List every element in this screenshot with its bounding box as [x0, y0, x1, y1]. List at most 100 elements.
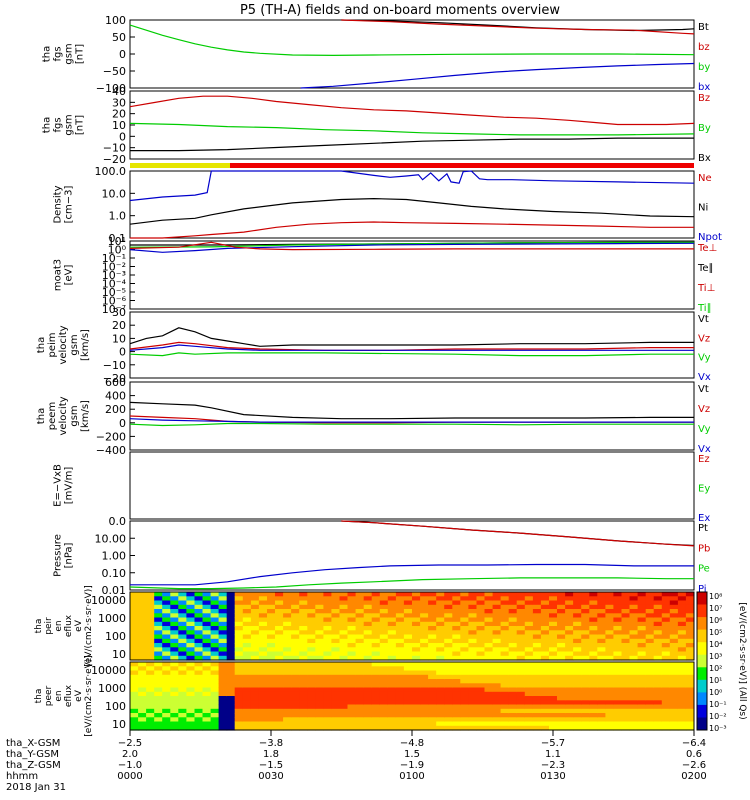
series-line	[129, 170, 695, 202]
spectrogram-cell	[532, 721, 542, 727]
spectrogram-cell	[283, 704, 292, 710]
spectrogram-cell	[355, 647, 365, 653]
spectrogram-cell	[420, 691, 429, 697]
spectrogram-cell	[162, 704, 171, 710]
spectrogram-cell	[573, 638, 582, 644]
spectrogram-cell	[637, 621, 647, 627]
legend-entry: Vx	[698, 372, 711, 383]
spectrogram-cell	[581, 679, 590, 684]
spectrogram-cell	[629, 634, 639, 640]
y-axis-label: tha peir en eflux eV [eV/(cm2·s·sr·eV)]	[34, 585, 94, 667]
spectrogram-cell	[565, 621, 574, 627]
spectrogram-cell	[178, 638, 187, 644]
spectrogram-cell	[299, 700, 308, 706]
spectrogram-cell	[202, 621, 212, 627]
spectrogram-cell	[130, 662, 139, 667]
spectrogram-cell	[460, 638, 469, 644]
spectrogram-cell	[347, 626, 357, 631]
colorbar-segment	[697, 704, 707, 718]
spectrogram-cell	[661, 655, 671, 661]
spectrogram-cell	[468, 713, 477, 718]
spectrogram-cell	[395, 696, 405, 701]
spectrogram-cell	[412, 662, 421, 667]
spectrogram-cell	[573, 725, 582, 731]
spectrogram-cell	[452, 621, 461, 627]
colorbar-segment	[697, 679, 707, 693]
spectrogram-cell	[452, 721, 461, 727]
spectrogram-cell	[162, 638, 171, 644]
spectrogram-cell	[138, 725, 147, 731]
spectrogram-cell	[645, 725, 655, 731]
spectrogram-cell	[613, 604, 622, 610]
spectrogram-cell	[436, 638, 445, 644]
spectrogram-cell	[589, 617, 598, 623]
spectrogram-cell	[565, 725, 574, 731]
spectrogram-cell	[549, 717, 558, 723]
y-tick-label: 10.00	[95, 532, 127, 545]
spectrogram-cell	[347, 721, 357, 727]
spectrogram-cell	[283, 604, 292, 610]
spectrogram-cell	[258, 717, 268, 723]
spectrogram-cell	[540, 674, 550, 680]
spectrogram-cell	[242, 651, 252, 657]
spectrogram-cell	[492, 604, 502, 610]
spectrogram-cell	[275, 600, 284, 606]
spectrogram-cell	[387, 617, 397, 623]
spectrogram-cell	[492, 670, 502, 676]
spectrogram-cell	[202, 600, 212, 606]
spectrogram-cell	[210, 700, 220, 706]
spectrogram-cell	[484, 666, 494, 672]
spectrogram-cell	[524, 651, 534, 657]
panel-frame	[129, 170, 695, 239]
spectrogram-cell	[565, 630, 574, 636]
spectrogram-cell	[629, 617, 639, 623]
spectrogram-cell	[581, 666, 590, 672]
spectrogram-cell	[669, 708, 679, 714]
spectrogram-cell	[315, 643, 324, 648]
spectrogram-cell	[403, 617, 413, 623]
legend-entry: Vy	[698, 424, 711, 435]
spectrogram-cell	[355, 696, 365, 701]
legend-entry: Pt	[698, 523, 708, 534]
x-row-value: −2.5	[118, 738, 142, 749]
spectrogram-cell	[250, 683, 260, 689]
y-axis-label-line: Density	[53, 185, 64, 223]
spectrogram-cell	[460, 713, 469, 718]
spectrogram-cell	[557, 592, 566, 597]
spectrogram-cell	[549, 626, 558, 631]
spectrogram-cell	[500, 666, 510, 672]
spectrogram-cell	[669, 630, 679, 636]
y-axis-label-line: tha	[36, 408, 47, 424]
spectrogram-cell	[395, 662, 405, 667]
spectrogram-cell	[444, 674, 453, 680]
spectrogram-cell	[258, 634, 268, 640]
spectrogram-cell	[403, 674, 413, 680]
spectrogram-cell	[275, 638, 284, 644]
spectrogram-cell	[218, 717, 228, 723]
spectrogram-cell	[549, 725, 558, 731]
spectrogram-cell	[605, 609, 614, 614]
spectrogram-cell	[677, 696, 687, 701]
spectrogram-cell	[347, 613, 357, 619]
spectrogram-cell	[492, 613, 502, 619]
spectrogram-cell	[492, 717, 502, 723]
spectrogram-cell	[379, 679, 389, 684]
spectrogram-cell	[661, 700, 671, 706]
y-axis-label-line: velocity	[58, 325, 69, 364]
spectrogram-cell	[210, 655, 220, 661]
spectrogram-cell	[412, 704, 421, 710]
spectrogram-cell	[605, 666, 614, 672]
spectrogram-cell	[540, 683, 550, 689]
spectrogram-cell	[162, 666, 171, 672]
spectrogram-cell	[645, 708, 655, 714]
spectrogram-cell	[242, 600, 252, 606]
spectrogram-cell	[540, 643, 550, 648]
spectrogram-cell	[420, 674, 429, 680]
spectrogram-cell	[138, 592, 147, 597]
spectrogram-cell	[331, 674, 340, 680]
spectrogram-cell	[653, 596, 663, 602]
spectrogram-cell	[194, 626, 204, 631]
spectrogram-cell	[412, 621, 421, 627]
spectrogram-cell	[283, 596, 292, 602]
spectrogram-cell	[258, 687, 268, 693]
